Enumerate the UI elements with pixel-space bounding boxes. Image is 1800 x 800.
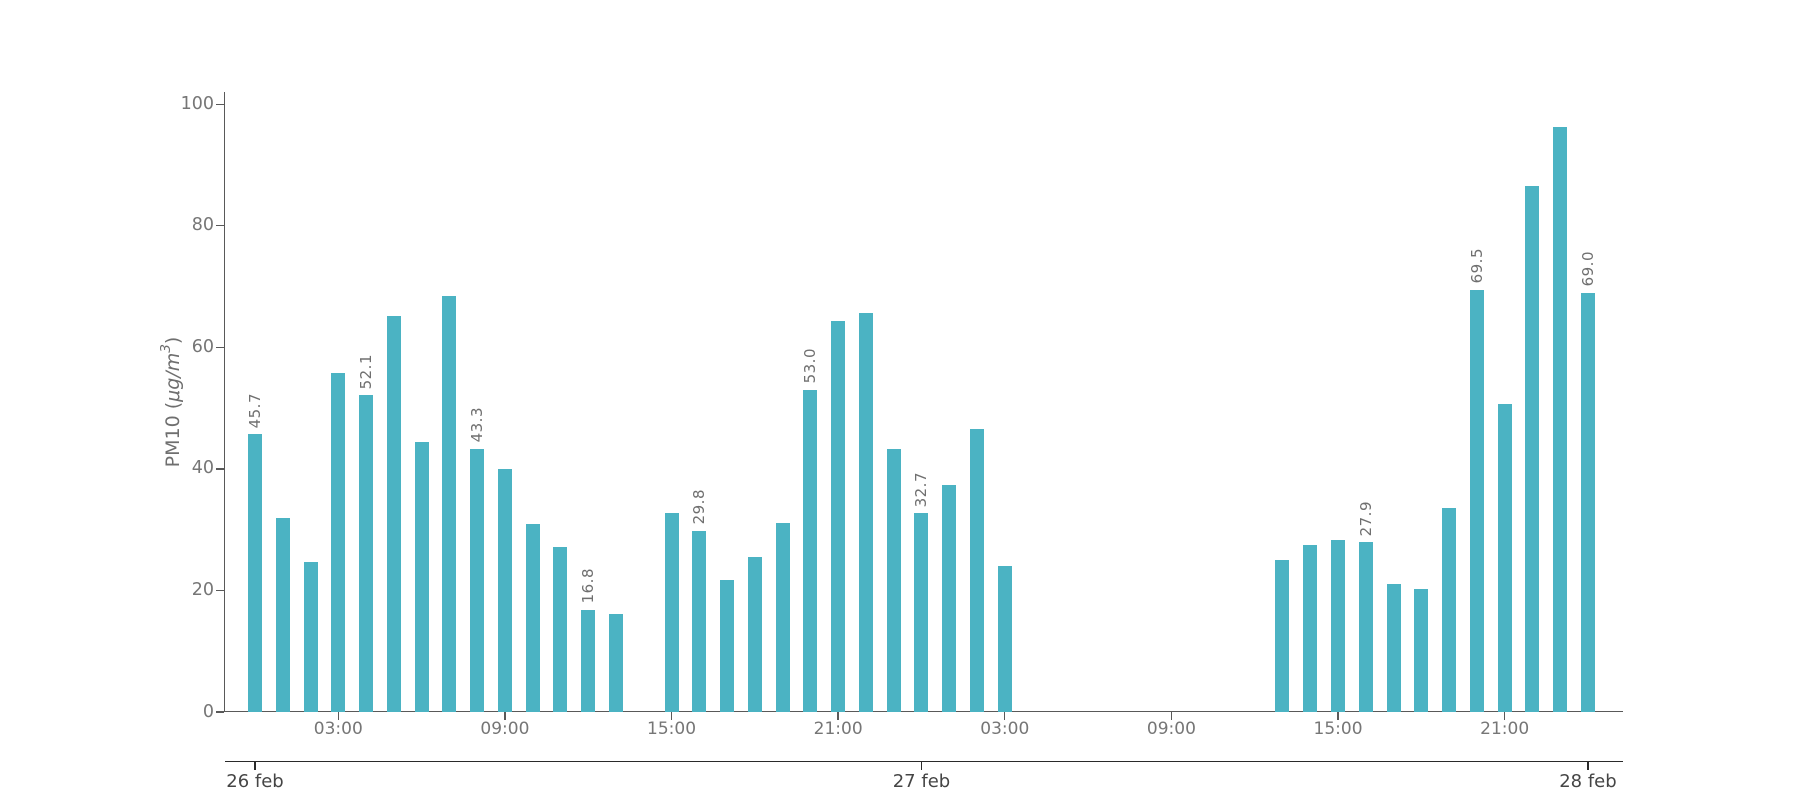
bar <box>1580 292 1595 712</box>
bar <box>1497 403 1512 712</box>
date-tick-label: 28 feb <box>1559 771 1617 792</box>
y-tick-label: 0 <box>202 701 214 722</box>
bar <box>1414 588 1429 712</box>
y-tick-label: 20 <box>191 579 214 600</box>
bar <box>1442 507 1457 712</box>
x-tick-mark <box>1170 712 1173 720</box>
x-tick-label: 21:00 <box>813 719 863 739</box>
bar <box>747 557 762 712</box>
y-tick-mark <box>216 225 224 227</box>
bar-value-label: 69.0 <box>1578 251 1597 287</box>
bar <box>442 295 457 712</box>
x-tick-label: 03:00 <box>313 719 363 739</box>
bar <box>497 469 512 712</box>
y-axis-spine <box>223 92 225 712</box>
x-tick-label: 21:00 <box>1480 719 1530 739</box>
x-tick-label: 03:00 <box>980 719 1030 739</box>
bar <box>1553 126 1568 712</box>
x-tick-mark <box>1004 712 1006 720</box>
x-tick-label: 15:00 <box>1313 719 1363 739</box>
bar <box>720 580 735 712</box>
bar <box>692 530 707 712</box>
bar <box>386 316 401 712</box>
bar-value-label: 69.5 <box>1467 248 1486 284</box>
bar <box>1469 289 1484 712</box>
bar-value-label: 27.9 <box>1356 501 1375 537</box>
bar <box>803 389 818 712</box>
bar <box>331 372 346 712</box>
bar <box>831 320 846 712</box>
x-tick-mark <box>1503 712 1506 720</box>
bar <box>581 609 596 712</box>
bar <box>525 523 540 712</box>
bar <box>1358 542 1373 712</box>
bar <box>275 517 290 712</box>
bar <box>609 613 623 712</box>
bar <box>970 428 985 712</box>
y-tick-mark <box>216 589 224 592</box>
bar <box>914 513 929 712</box>
x-tick-mark <box>1337 712 1339 720</box>
date-tick-mark <box>254 762 256 771</box>
bar <box>1386 583 1401 712</box>
date-axis-line <box>225 760 1623 763</box>
date-tick-label: 26 feb <box>226 771 284 792</box>
bar <box>303 561 318 712</box>
y-tick-mark <box>216 346 224 348</box>
y-tick-label: 60 <box>191 336 214 357</box>
bar <box>1525 186 1540 712</box>
y-tick-label: 100 <box>180 93 214 114</box>
bar <box>1303 545 1318 712</box>
bar-value-label: 29.8 <box>690 489 709 525</box>
x-tick-label: 09:00 <box>1146 719 1196 739</box>
y-tick-mark <box>216 103 224 105</box>
bar-value-label: 45.7 <box>246 392 264 429</box>
bar <box>942 484 957 712</box>
x-tick-mark <box>670 712 673 720</box>
bar <box>470 448 485 712</box>
bar <box>858 312 873 712</box>
bar <box>886 448 901 712</box>
bar <box>414 441 429 712</box>
bar <box>553 546 568 712</box>
x-tick-label: 09:00 <box>480 719 530 739</box>
bar <box>997 566 1012 712</box>
x-tick-mark <box>337 712 339 720</box>
date-tick-mark <box>920 762 923 771</box>
bar <box>248 434 262 712</box>
y-tick-mark <box>216 468 224 470</box>
x-tick-mark <box>504 712 506 720</box>
bar-value-label: 52.1 <box>357 353 376 390</box>
bar-value-label: 32.7 <box>912 471 931 508</box>
date-tick-label: 27 feb <box>892 771 951 792</box>
x-tick-label: 15:00 <box>647 719 697 739</box>
y-tick-label: 40 <box>191 458 214 479</box>
bar <box>664 512 679 712</box>
bar-value-label: 16.8 <box>579 568 598 604</box>
bar <box>1275 560 1290 712</box>
x-tick-mark <box>837 712 839 720</box>
date-tick-mark <box>1587 762 1589 771</box>
bar-value-label: 43.3 <box>468 407 487 443</box>
y-tick-label: 80 <box>191 215 214 236</box>
y-tick-mark <box>216 711 224 713</box>
bar-value-label: 53.0 <box>801 348 820 384</box>
bar <box>359 395 374 712</box>
bar <box>775 522 790 712</box>
bar <box>1331 539 1346 712</box>
